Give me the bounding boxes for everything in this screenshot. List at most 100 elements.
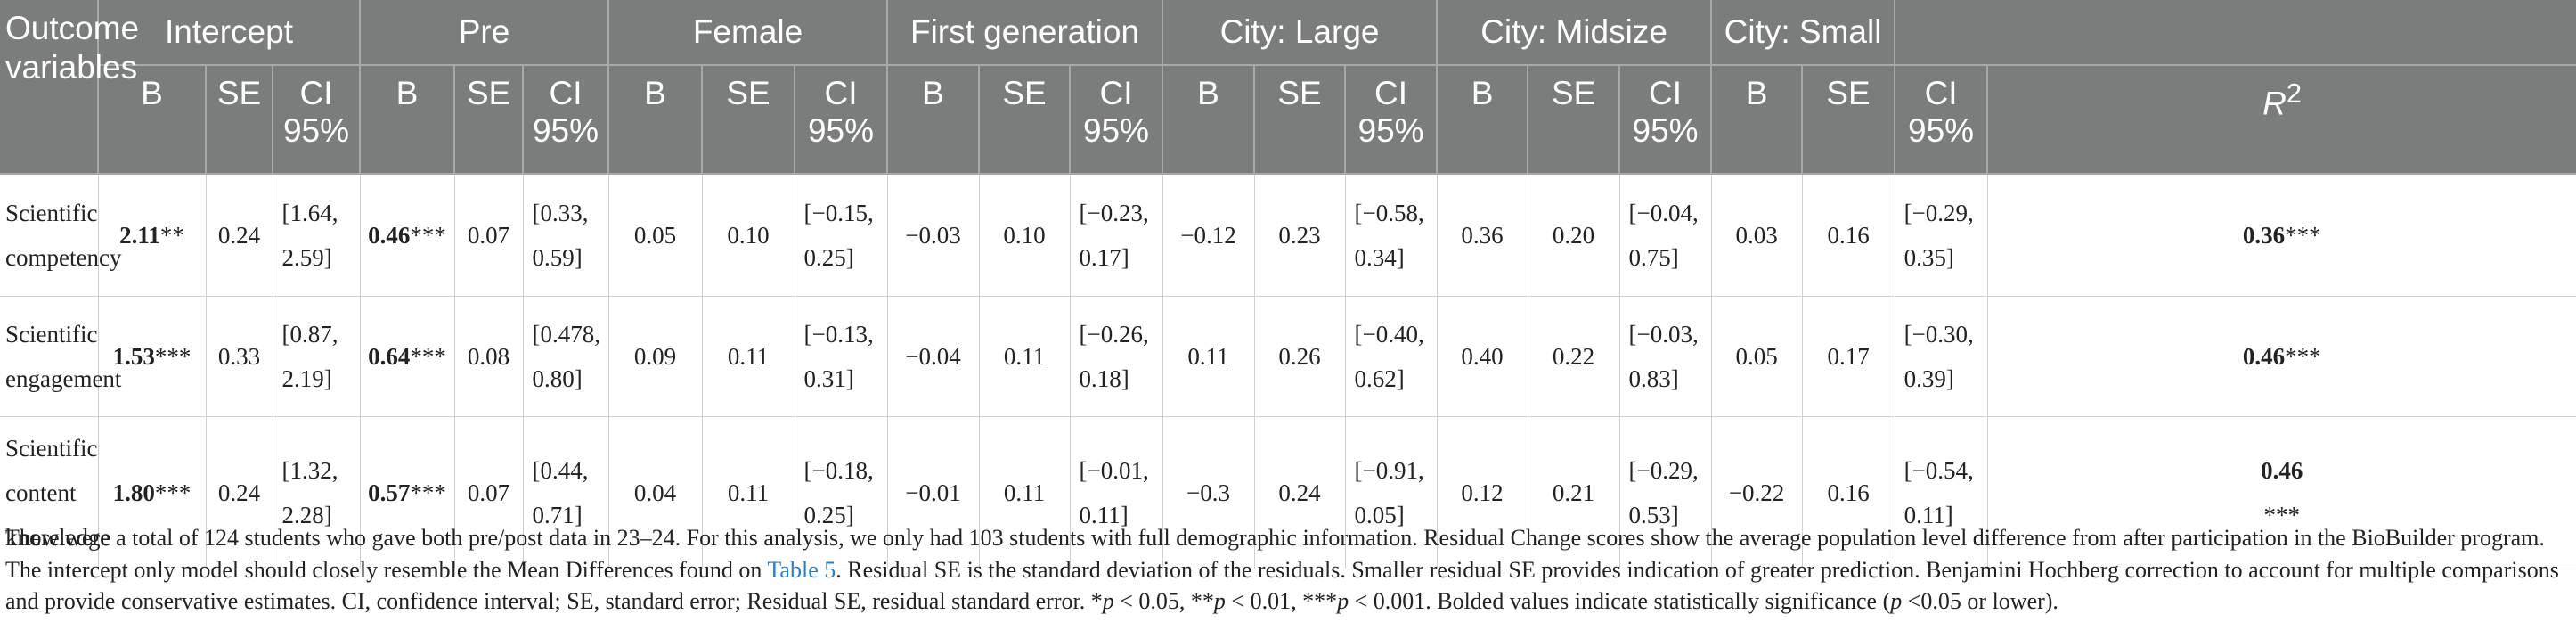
r-squared-value: 0.46	[2261, 457, 2303, 484]
pre-ci-cell: [0.478, 0.80]	[523, 296, 609, 417]
city-small-se-cell: 0.17	[1802, 296, 1895, 417]
header-se: SE	[702, 65, 796, 175]
p-symbol: p	[1890, 588, 1903, 614]
r-squared-cell: 0.36***	[1987, 174, 2576, 297]
first-gen-b-cell: −0.01	[887, 416, 980, 569]
table-5-link[interactable]: Table 5	[767, 556, 836, 583]
r-squared-cell: 0.46***	[1987, 296, 2576, 417]
p-symbol: p	[1337, 588, 1349, 614]
footnote-text: < 0.01, ***	[1225, 588, 1338, 614]
table-row: Scientific content knowledge 1.80*** 0.2…	[0, 416, 2576, 569]
city-midsize-b-cell: 0.12	[1437, 416, 1528, 569]
pre-ci-cell: [0.33, 0.59]	[523, 174, 609, 297]
header-r-squared-sup: 2	[2286, 78, 2302, 109]
header-b: B	[1162, 65, 1256, 175]
header-ci: CI 95%	[1070, 65, 1164, 175]
header-sub-row: B SE CI 95% B SE CI 95% B SE CI 95% B SE…	[0, 65, 2576, 175]
city-large-se-cell: 0.23	[1254, 174, 1346, 297]
header-se: SE	[206, 65, 273, 175]
header-se: SE	[1802, 65, 1896, 175]
city-small-b-cell: 0.05	[1711, 296, 1803, 417]
header-se: SE	[1254, 65, 1347, 175]
city-midsize-se-cell: 0.21	[1528, 416, 1620, 569]
female-b-cell: 0.09	[608, 296, 703, 417]
header-b: B	[1711, 65, 1804, 175]
header-se: SE	[1528, 65, 1621, 175]
first-gen-ci-cell: [−0.23, 0.17]	[1070, 174, 1163, 297]
header-ci: CI 95%	[523, 65, 610, 175]
pre-ci-cell: [0.44, 0.71]	[523, 416, 609, 569]
pre-se-cell: 0.07	[454, 174, 524, 297]
city-small-se-cell: 0.16	[1802, 416, 1895, 569]
pre-se-cell: 0.08	[454, 296, 524, 417]
pre-b-cell: 0.46***	[360, 174, 455, 297]
outcome-cell: Scientific competency	[0, 174, 121, 297]
pre-se-cell: 0.07	[454, 416, 524, 569]
city-large-se-cell: 0.24	[1254, 416, 1346, 569]
regression-table: Outcome variables Intercept Pre Female F…	[0, 0, 2576, 569]
city-large-b-cell: −0.12	[1162, 174, 1255, 297]
city-midsize-ci-cell: [−0.29, 0.53]	[1619, 416, 1712, 569]
table-row: Scientific competency 2.11** 0.24 [1.64,…	[0, 174, 2576, 297]
pre-sig: ***	[410, 343, 446, 370]
header-intercept: Intercept	[98, 0, 362, 66]
pre-b-cell: 0.57***	[360, 416, 455, 569]
city-large-ci-cell: [−0.91, 0.05]	[1345, 416, 1438, 569]
city-small-b-cell: 0.03	[1711, 174, 1803, 297]
city-midsize-se-cell: 0.22	[1528, 296, 1620, 417]
female-se-cell: 0.10	[702, 174, 795, 297]
intercept-b-cell: 1.80***	[98, 416, 207, 569]
r-squared-value: 0.46	[2242, 343, 2286, 370]
pre-b-value: 0.64	[368, 343, 411, 370]
header-b: B	[1437, 65, 1529, 175]
female-se-cell: 0.11	[702, 296, 795, 417]
outcome-cell: Scientific content knowledge	[0, 416, 110, 569]
city-small-b-cell: −0.22	[1711, 416, 1803, 569]
city-large-se-cell: 0.26	[1254, 296, 1346, 417]
table-row: Scientific engagement 1.53*** 0.33 [0.87…	[0, 296, 2576, 417]
header-se: SE	[979, 65, 1072, 175]
first-gen-b-cell: −0.04	[887, 296, 980, 417]
city-small-se-cell: 0.16	[1802, 174, 1895, 297]
city-midsize-b-cell: 0.40	[1437, 296, 1528, 417]
footnote-text: There were a total of 124 students who g…	[5, 525, 2545, 583]
intercept-b-value: 1.53	[112, 343, 155, 370]
header-city-midsize: City: Midsize	[1437, 0, 1713, 66]
first-gen-se-cell: 0.11	[979, 296, 1071, 417]
header-se: SE	[454, 65, 525, 175]
header-outcome-variables: Outcome variables	[0, 0, 139, 175]
header-ci: CI 95%	[1895, 65, 1989, 175]
city-small-ci-cell: [−0.29, 0.35]	[1895, 174, 1988, 297]
city-large-b-cell: −0.3	[1162, 416, 1255, 569]
city-midsize-se-cell: 0.20	[1528, 174, 1620, 297]
pre-b-cell: 0.64***	[360, 296, 455, 417]
header-ci: CI 95%	[273, 65, 362, 175]
intercept-b-value: 2.11	[119, 222, 160, 249]
city-large-ci-cell: [−0.40, 0.62]	[1345, 296, 1438, 417]
header-city-large: City: Large	[1162, 0, 1439, 66]
first-gen-b-cell: −0.03	[887, 174, 980, 297]
footnote-text: < 0.001. Bolded values indicate statisti…	[1349, 588, 1891, 614]
r-squared-sig: ***	[2285, 222, 2321, 249]
pre-b-value: 0.46	[368, 222, 411, 249]
city-small-ci-cell: [−0.30, 0.39]	[1895, 296, 1988, 417]
intercept-se-cell: 0.24	[206, 416, 273, 569]
header-b: B	[360, 65, 456, 175]
r-squared-sig: ***	[2263, 502, 2301, 528]
first-gen-se-cell: 0.11	[979, 416, 1071, 569]
header-first-generation: First generation	[887, 0, 1164, 66]
city-midsize-ci-cell: [−0.03, 0.83]	[1619, 296, 1712, 417]
intercept-ci-cell: [1.64, 2.59]	[273, 174, 361, 297]
footnote-text: < 0.05, **	[1113, 588, 1214, 614]
header-ci: CI 95%	[1619, 65, 1713, 175]
header-city-small: City: Small	[1711, 0, 1896, 66]
header-r-squared-base: R	[2262, 85, 2287, 122]
header-b: B	[608, 65, 704, 175]
female-ci-cell: [−0.13, 0.31]	[795, 296, 888, 417]
intercept-b-value: 1.80	[112, 479, 155, 506]
intercept-se-cell: 0.33	[206, 296, 273, 417]
intercept-b-cell: 2.11**	[98, 174, 207, 297]
intercept-ci-cell: [1.32, 2.28]	[273, 416, 361, 569]
p-symbol: p	[1213, 588, 1226, 614]
intercept-b-cell: 1.53***	[98, 296, 207, 417]
